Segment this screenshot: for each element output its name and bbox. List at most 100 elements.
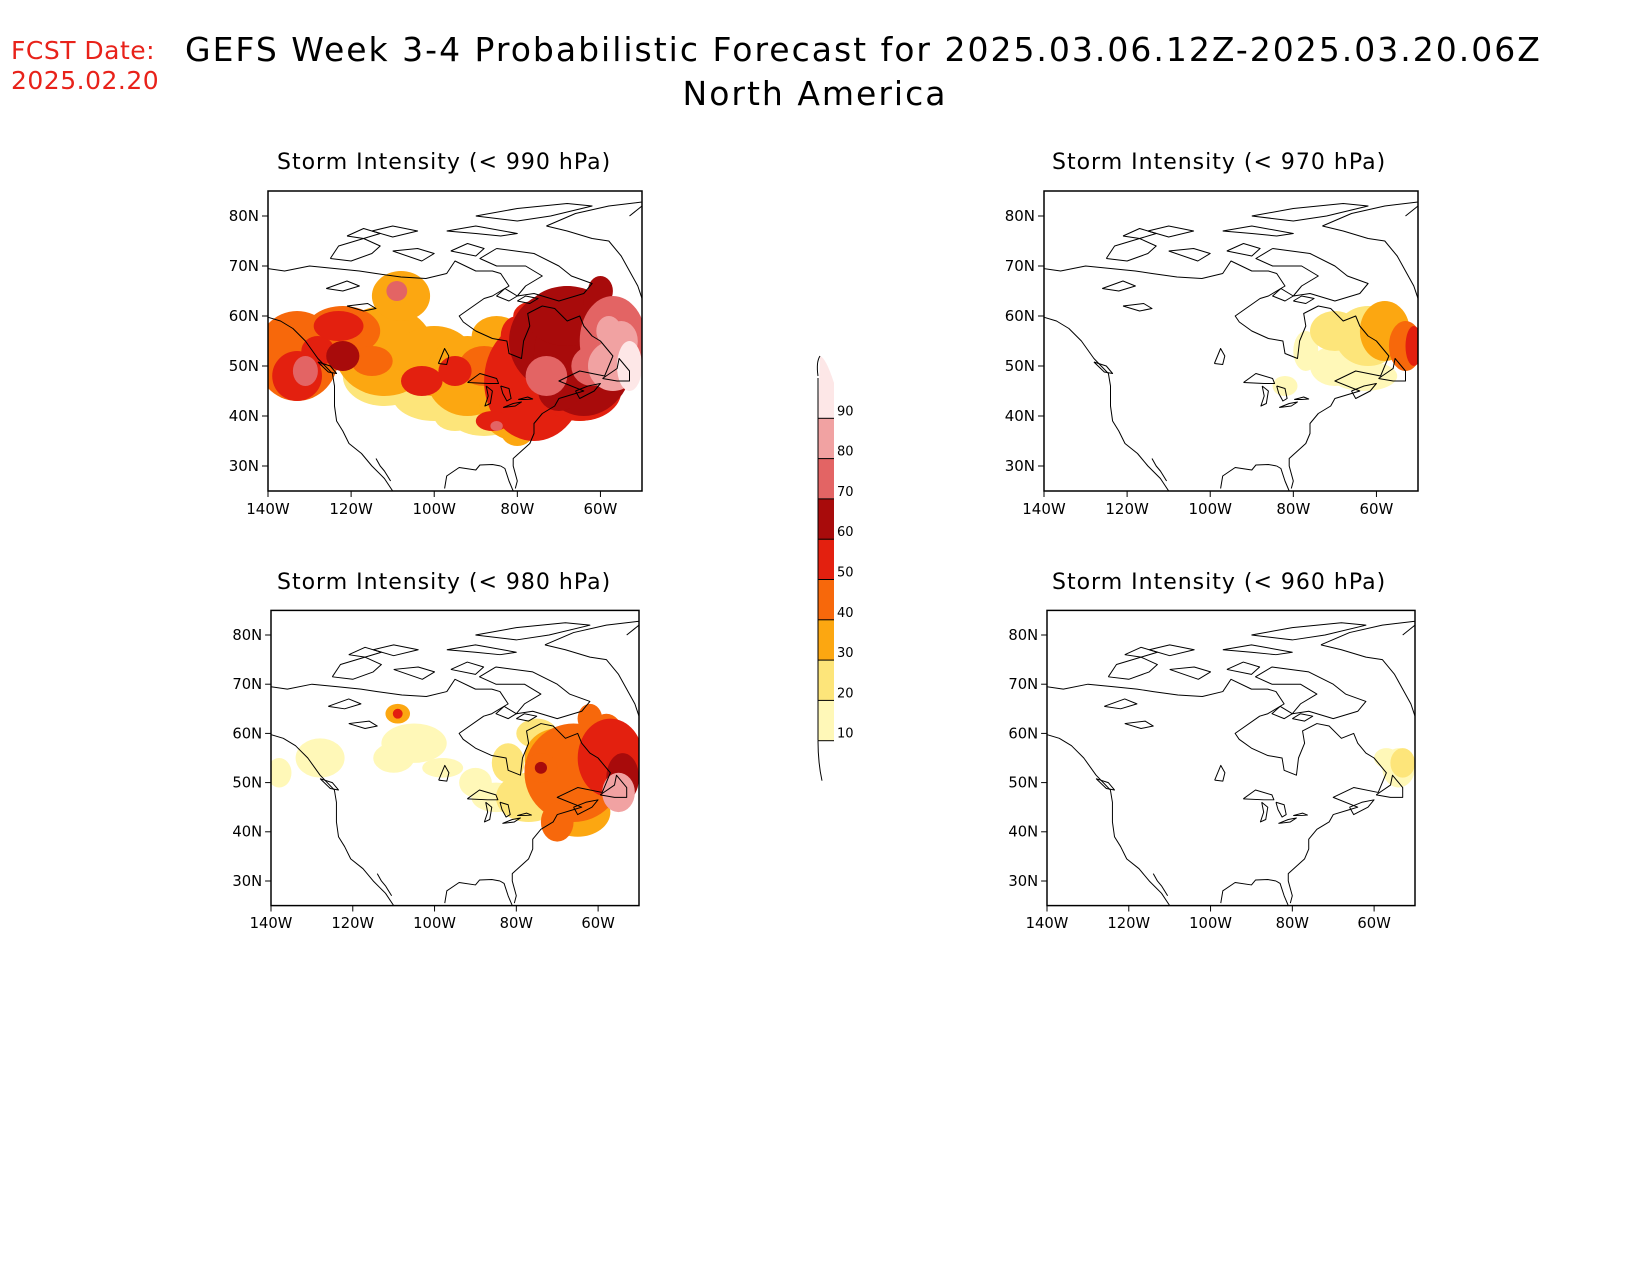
coastline (1276, 465, 1290, 491)
colorbar-bin (818, 539, 834, 580)
coastline (1278, 817, 1297, 824)
coastline (1105, 238, 1157, 262)
probability-cell (373, 743, 415, 773)
probability-cell (313, 311, 364, 341)
probability-cell (1310, 311, 1360, 351)
colorbar-label: 90 (837, 404, 854, 419)
coastline (1279, 401, 1298, 408)
lon-tick-label: 140W (246, 500, 290, 518)
coastline (502, 817, 521, 824)
coastline (1047, 734, 1171, 906)
coastline (328, 698, 362, 710)
lat-tick-label: 40N (1008, 824, 1038, 841)
probability-cell (1405, 326, 1418, 366)
coastline (467, 373, 500, 384)
coastline (331, 656, 382, 680)
coastline (1122, 228, 1157, 239)
colorbar-label: 40 (837, 606, 854, 621)
coastline (444, 464, 501, 489)
coastline (1292, 713, 1314, 722)
coastline (1260, 385, 1269, 407)
coastline (1147, 225, 1195, 238)
map-panel-960: 140W 120W 100W 80W 60W 80N 70N 60N 50N 40N 30N (1008, 609, 1416, 932)
coastline (1255, 248, 1369, 302)
colorbar-label: 70 (837, 485, 854, 500)
coastline (1276, 385, 1288, 402)
colorbar-label: 60 (837, 525, 854, 540)
coastline (496, 288, 518, 302)
coastline (1294, 396, 1310, 400)
lon-tick-label: 120W (1105, 500, 1149, 518)
coastline (479, 248, 593, 302)
probability-cell (602, 772, 635, 813)
coastline (544, 620, 639, 646)
coastline (1151, 458, 1168, 482)
coastline (544, 644, 639, 718)
lat-tick-label: 40N (1005, 407, 1035, 425)
panel-title-970: Storm Intensity (< 970 hPa) (1052, 150, 1387, 175)
coastline (1275, 880, 1289, 906)
colorbar-bin (818, 418, 834, 459)
coastline (271, 734, 395, 906)
lat-tick-label: 60N (232, 725, 262, 742)
lon-tick-label: 60W (1359, 500, 1393, 518)
coastline (1378, 358, 1406, 382)
coastline (1214, 764, 1226, 782)
coastline (346, 303, 377, 312)
coastline (1293, 812, 1308, 817)
colorbar-bin (818, 458, 834, 499)
lon-tick-label: 80W (500, 915, 534, 932)
probability-cell (525, 356, 568, 396)
coastline (467, 789, 499, 801)
lat-tick-label: 80N (232, 627, 262, 644)
lat-tick-label: 30N (232, 873, 262, 890)
colorbar-label: 30 (837, 646, 854, 661)
colorbar-label: 10 (837, 727, 854, 742)
coastline (1226, 661, 1261, 675)
panel-title-990: Storm Intensity (< 990 hPa) (277, 150, 612, 175)
probability-cell (491, 743, 525, 783)
lat-tick-label: 70N (229, 257, 259, 275)
coastline (483, 801, 493, 823)
coastline (317, 361, 338, 374)
lon-tick-label: 120W (331, 915, 374, 932)
lon-tick-label: 60W (581, 915, 615, 932)
panel-title-960: Storm Intensity (< 960 hPa) (1052, 570, 1387, 595)
lat-tick-label: 60N (1005, 307, 1035, 325)
colorbar-label: 80 (837, 445, 854, 460)
coastline (602, 358, 630, 382)
lat-tick-label: 70N (1005, 257, 1035, 275)
lat-tick-label: 80N (1008, 627, 1038, 644)
probability-cell (386, 281, 408, 301)
coastline (1222, 225, 1294, 237)
coastline (1220, 464, 1277, 489)
coastline (1322, 201, 1418, 227)
coastline (346, 228, 381, 239)
coastline (1044, 260, 1390, 489)
coastline (599, 774, 628, 798)
panel-title-980: Storm Intensity (< 980 hPa) (277, 570, 612, 595)
lon-tick-label: 60W (1357, 915, 1391, 932)
coastline (1213, 348, 1226, 365)
coastline (319, 778, 339, 791)
coastline (271, 678, 611, 904)
coastline (1251, 203, 1369, 222)
coastline (393, 666, 436, 680)
probability-cell (459, 767, 492, 798)
coastline (475, 622, 591, 641)
coastline (516, 713, 538, 722)
coastline (518, 396, 534, 400)
colorbar-bin (818, 660, 834, 701)
lat-tick-label: 70N (232, 676, 262, 693)
page-subtitle: North America (682, 74, 948, 113)
lat-tick-label: 30N (229, 457, 259, 475)
probability-cell (540, 802, 574, 842)
forecast-date-value: 2025.02.20 (11, 66, 160, 95)
coastline (446, 225, 518, 237)
lat-tick-label: 70N (1008, 676, 1038, 693)
map-frame (1046, 609, 1416, 907)
lat-tick-label: 30N (1005, 457, 1035, 475)
probability-cell (295, 738, 345, 778)
probability-cell (1272, 376, 1298, 396)
coastline (517, 812, 532, 817)
